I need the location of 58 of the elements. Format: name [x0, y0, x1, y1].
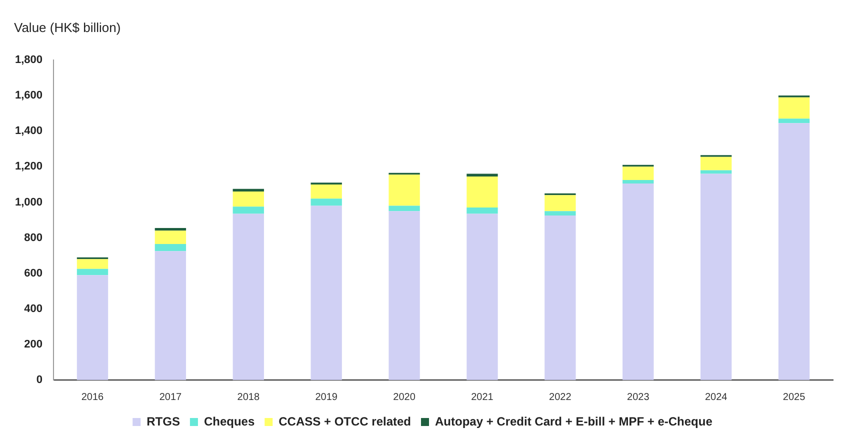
y-tick-label: 1,200 [14, 160, 43, 173]
bar [778, 97, 810, 119]
bar [232, 214, 264, 380]
x-tick-label: 2018 [237, 392, 260, 403]
bar [778, 118, 810, 124]
bar [544, 211, 576, 216]
bar [232, 206, 264, 214]
bar [76, 268, 108, 276]
bar [310, 184, 342, 199]
y-tick-label: 400 [24, 302, 43, 315]
x-tick-label: 2022 [549, 392, 572, 403]
bar [310, 206, 342, 380]
y-tick-label: 200 [24, 338, 43, 350]
y-axis-title: Value (HK$ billion) [14, 20, 121, 36]
bar [154, 228, 186, 231]
bar [76, 275, 108, 380]
bar [466, 174, 498, 176]
bar [700, 174, 732, 380]
bar [622, 184, 654, 380]
bar [544, 216, 576, 380]
x-tick-label: 2021 [471, 392, 494, 403]
y-tick-label: 1,800 [14, 54, 43, 66]
bar [466, 214, 498, 380]
bar [232, 188, 264, 192]
bar [622, 166, 654, 180]
legend-label: Autopay + Credit Card + E-bill + MPF + e-Cheque [434, 414, 713, 428]
bar [310, 198, 342, 206]
bar [154, 230, 186, 244]
bar [388, 174, 420, 206]
x-tick-label: 2023 [627, 392, 650, 403]
bar [388, 211, 420, 380]
legend-label: CCASS + OTCC related [278, 414, 412, 428]
bar [700, 156, 732, 170]
x-tick-label: 2024 [704, 392, 728, 403]
bar [388, 206, 420, 212]
y-tick-label: 0 [36, 374, 43, 386]
bar [154, 244, 186, 252]
y-tick-label: 1,600 [14, 90, 43, 102]
bar [76, 259, 108, 269]
x-tick-label: 2017 [159, 392, 182, 403]
x-tick-label: 2016 [81, 392, 104, 403]
bar [700, 170, 732, 174]
x-tick-label: 2025 [782, 392, 806, 403]
bar [778, 123, 810, 380]
x-tick-label: 2019 [315, 392, 338, 403]
bar [154, 251, 186, 380]
x-tick-label: 2020 [393, 392, 416, 403]
legend-label: RTGS [146, 414, 180, 428]
bar [466, 208, 498, 214]
bar [622, 180, 654, 184]
legend-label: Cheques [204, 414, 255, 428]
bar [232, 192, 264, 207]
bar [544, 195, 576, 212]
y-tick-label: 1,000 [14, 196, 43, 208]
y-tick-label: 800 [24, 232, 43, 244]
y-tick-label: 600 [24, 267, 43, 280]
bar [466, 176, 498, 208]
y-tick-label: 1,400 [14, 125, 43, 138]
